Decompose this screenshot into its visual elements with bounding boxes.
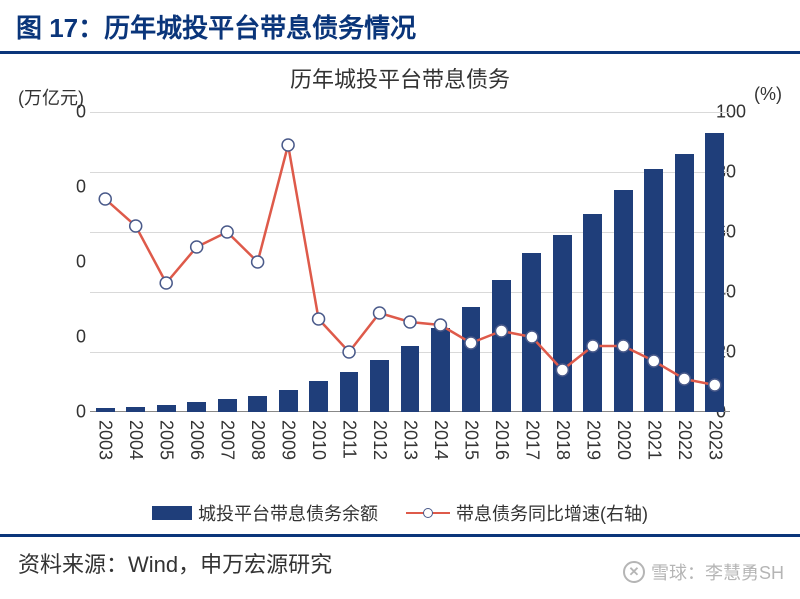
- line-marker: [191, 241, 203, 253]
- legend-bar-item: 城投平台带息债务余额: [152, 500, 378, 526]
- line-marker: [526, 331, 538, 343]
- x-tick: 2009: [278, 420, 299, 460]
- line-marker: [648, 355, 660, 367]
- legend-line-label: 带息债务同比增速(右轴): [456, 500, 648, 526]
- line-marker: [130, 220, 142, 232]
- line-marker: [434, 319, 446, 331]
- watermark-text: 雪球：李慧勇SH: [651, 559, 784, 585]
- x-tick: 2017: [521, 420, 542, 460]
- chart-area: 历年城投平台带息债务 (万亿元) (%) 00000 020406080100 …: [0, 54, 800, 534]
- x-tick: 2023: [704, 420, 725, 460]
- line-marker: [160, 277, 172, 289]
- x-tick: 2020: [613, 420, 634, 460]
- source-text: 资料来源：Wind，申万宏源研究: [18, 552, 332, 577]
- x-tick: 2014: [430, 420, 451, 460]
- y-right-unit: (%): [754, 84, 782, 105]
- x-tick: 2004: [125, 420, 146, 460]
- x-tick: 2007: [217, 420, 238, 460]
- chart-title: 历年城投平台带息债务: [0, 54, 800, 94]
- x-tick: 2012: [369, 420, 390, 460]
- x-tick: 2005: [156, 420, 177, 460]
- line-marker: [709, 379, 721, 391]
- x-tick: 2011: [339, 420, 360, 459]
- x-tick: 2006: [186, 420, 207, 460]
- line-marker: [556, 364, 568, 376]
- chart-header: 图 17：历年城投平台带息债务情况: [0, 0, 800, 54]
- y-left-tick: 0: [76, 327, 86, 348]
- watermark: ✕ 雪球：李慧勇SH: [623, 559, 784, 585]
- x-tick: 2008: [247, 420, 268, 460]
- line-series: [90, 112, 730, 412]
- line-marker: [313, 313, 325, 325]
- x-tick: 2021: [643, 420, 664, 460]
- legend-bar-label: 城投平台带息债务余额: [198, 500, 378, 526]
- chart-figure-title: 图 17：历年城投平台带息债务情况: [16, 8, 784, 45]
- x-tick: 2013: [400, 420, 421, 460]
- line-marker: [99, 193, 111, 205]
- y-left-tick: 0: [76, 177, 86, 198]
- line-marker: [343, 346, 355, 358]
- line-marker: [404, 316, 416, 328]
- x-tick: 2019: [582, 420, 603, 460]
- legend-line-swatch: [406, 506, 450, 520]
- line-marker: [374, 307, 386, 319]
- y-left-unit: (万亿元): [18, 84, 84, 110]
- line-marker: [587, 340, 599, 352]
- legend-line-marker: [423, 508, 433, 518]
- line-marker: [252, 256, 264, 268]
- x-tick: 2015: [460, 420, 481, 460]
- legend-bar-swatch: [152, 506, 192, 520]
- x-axis-labels: 2003 2004 2005 2006 2007 2008 2009 2010 2011 2012…: [90, 420, 730, 490]
- legend-line-item: 带息债务同比增速(右轴): [406, 500, 648, 526]
- x-tick: 2022: [674, 420, 695, 460]
- line-marker: [465, 337, 477, 349]
- x-tick: 2010: [308, 420, 329, 460]
- x-tick: 2016: [491, 420, 512, 460]
- x-tick: 2018: [552, 420, 573, 460]
- y-left-tick: 0: [76, 252, 86, 273]
- line-marker: [221, 226, 233, 238]
- line-marker: [282, 139, 294, 151]
- y-left-tick: 0: [76, 402, 86, 423]
- line-marker: [678, 373, 690, 385]
- line-marker: [495, 325, 507, 337]
- watermark-icon: ✕: [623, 561, 645, 583]
- y-left-axis-labels: 00000: [50, 112, 86, 412]
- chart-legend: 城投平台带息债务余额 带息债务同比增速(右轴): [0, 500, 800, 526]
- chart-plot-area: [90, 112, 730, 412]
- y-left-tick: 0: [76, 102, 86, 123]
- x-tick: 2003: [95, 420, 116, 460]
- line-marker: [617, 340, 629, 352]
